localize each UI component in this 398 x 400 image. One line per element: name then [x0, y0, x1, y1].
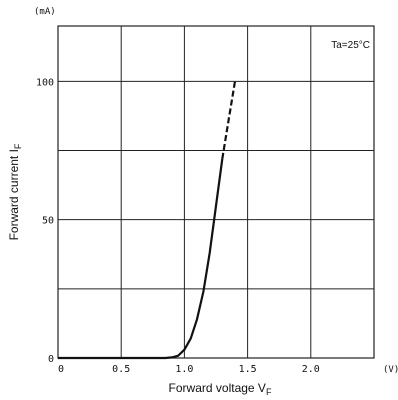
series-group: [58, 81, 237, 360]
y-axis-title-main: Forward current I: [7, 149, 21, 240]
x-axis-title-sub: F: [266, 387, 272, 397]
grid-lines: [57, 25, 375, 359]
x-tick-label: 0.5: [112, 364, 130, 375]
temperature-annotation: Ta=25°C: [331, 40, 370, 51]
x-tick-label: 1.5: [239, 364, 257, 375]
y-tick-label: 50: [42, 216, 54, 227]
x-tick-label: 2.0: [302, 364, 320, 375]
x-tick-label: 1.0: [175, 364, 193, 375]
plot-frame: [57, 25, 375, 359]
y-axis-title-sub: F: [13, 143, 23, 149]
x-unit-label: (V): [383, 365, 398, 375]
series-line-solid: [58, 158, 224, 360]
y-unit-label: (mA): [34, 7, 56, 17]
x-axis-title-main: Forward voltage V: [169, 381, 266, 395]
y-tick-label: 100: [36, 77, 54, 88]
series-line-dashed: [221, 81, 237, 159]
x-tick-label: 0: [58, 364, 64, 375]
x-axis-title: Forward voltage VF: [169, 381, 272, 397]
tick-labels: 0 0.5 1.0 1.5 2.0 0 50 100: [36, 77, 320, 375]
y-axis-title: Forward current IF: [7, 143, 23, 240]
y-tick-label: 0: [48, 354, 54, 365]
